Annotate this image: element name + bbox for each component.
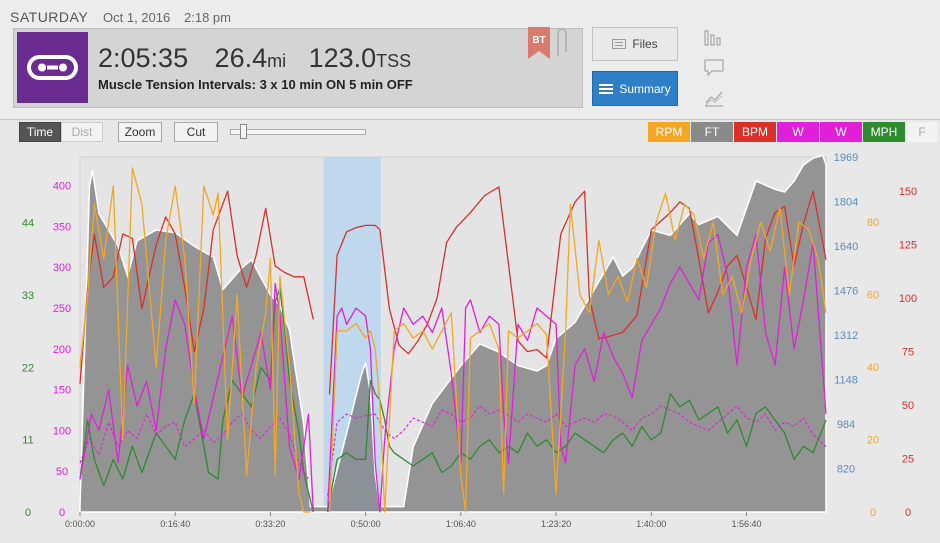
time-axis-button[interactable]: Time — [19, 122, 61, 142]
legend-chip-ft-1[interactable]: FT — [691, 122, 733, 142]
tss-unit: TSS — [376, 51, 412, 71]
distance-unit: mi — [267, 51, 287, 71]
y-tick-ft-5: 1640 — [834, 241, 858, 253]
y-tick-ft-0: 820 — [837, 464, 855, 476]
y-tick-mph-4: 44 — [22, 218, 34, 230]
x-tick-label-4: 1:06:40 — [446, 519, 476, 529]
cut-button[interactable]: Cut — [174, 122, 218, 142]
time-label: 2:18 pm — [184, 10, 231, 25]
date-label: Oct 1, 2016 — [103, 10, 171, 25]
header-divider — [0, 119, 940, 120]
y-tick-bpm-0: 0 — [905, 507, 911, 519]
chain-logo-icon — [17, 32, 88, 103]
series-rpm-line — [79, 167, 827, 513]
y-tick-ft-2: 1148 — [834, 375, 858, 387]
y-tick-mph-1: 11 — [22, 435, 33, 447]
zoom-button[interactable]: Zoom — [118, 122, 162, 142]
comment-icon[interactable] — [704, 58, 724, 78]
paperclip-icon[interactable] — [555, 26, 569, 60]
legend-chip-bpm-2[interactable]: BPM — [734, 122, 776, 142]
x-tick-label-3: 0:50:00 — [351, 519, 381, 529]
y-tick-bpm-4: 100 — [899, 293, 917, 305]
workout-title: Muscle Tension Intervals: 3 x 10 min ON … — [98, 77, 413, 92]
x-tick-label-2: 0:33:20 — [255, 519, 285, 529]
workout-header: SATURDAY Oct 1, 2016 2:18 pm 2:05:35 26.… — [0, 0, 940, 120]
y-tick-bpm-2: 50 — [902, 400, 914, 412]
duration-value: 2:05:35 — [98, 43, 189, 73]
bookmark-flag-icon[interactable]: BT — [528, 27, 550, 59]
series-ft-area — [79, 154, 827, 513]
summary-list-icon — [599, 83, 614, 94]
y-tick-bpm-6: 150 — [899, 186, 917, 198]
y-tick-mph-2: 22 — [22, 362, 34, 374]
files-icon — [612, 39, 627, 49]
workout-summary-box: 2:05:35 26.4mi 123.0TSS Muscle Tension I… — [13, 28, 583, 108]
y-tick-rpm-3: 60 — [867, 290, 879, 302]
series-watts-line — [79, 233, 827, 513]
x-tick-label-7: 1:56:40 — [731, 519, 761, 529]
y-tick-ft-6: 1804 — [834, 197, 858, 209]
y-tick-ft-7: 1969 — [834, 152, 858, 164]
tss-value: 123.0 — [308, 43, 377, 73]
legend-chip-mph-5[interactable]: MPH — [863, 122, 905, 142]
y-tick-mph-0: 0 — [25, 507, 31, 519]
workout-stats: 2:05:35 26.4mi 123.0TSS — [98, 43, 429, 74]
bar-chart-icon[interactable] — [704, 27, 724, 47]
legend-chip-rpm-0[interactable]: RPM — [648, 122, 690, 142]
files-button[interactable]: Files — [592, 27, 678, 61]
y-tick-watts-0: 0 — [59, 507, 65, 519]
y-tick-watts-7: 350 — [53, 221, 71, 233]
y-tick-watts-1: 50 — [56, 466, 68, 478]
x-tick-label-5: 1:23:20 — [541, 519, 571, 529]
y-tick-watts-3: 150 — [53, 385, 71, 397]
x-tick-label-1: 0:16:40 — [160, 519, 190, 529]
y-tick-watts-2: 100 — [53, 425, 71, 437]
y-tick-rpm-4: 80 — [867, 217, 879, 229]
y-tick-ft-4: 1476 — [834, 286, 858, 298]
bt-label: BT — [532, 35, 545, 46]
y-tick-watts-8: 400 — [53, 181, 71, 193]
y-tick-watts-5: 250 — [53, 303, 71, 315]
legend-chip-w-4[interactable]: W — [820, 122, 862, 142]
summary-label: Summary — [619, 81, 671, 96]
x-tick-label-6: 1:40:00 — [636, 519, 666, 529]
distance-axis-button[interactable]: Dist — [61, 122, 103, 142]
series-mph-line — [79, 287, 827, 513]
trend-chart-icon[interactable] — [704, 88, 724, 108]
smoothing-slider-track[interactable] — [230, 129, 366, 135]
series-watts2-line — [79, 405, 827, 496]
y-tick-watts-6: 300 — [53, 262, 71, 274]
distance-value: 26.4 — [214, 43, 268, 73]
x-tick-label-0: 0:00:00 — [65, 519, 95, 529]
y-tick-bpm-1: 25 — [902, 454, 914, 466]
smoothing-slider-thumb[interactable] — [240, 124, 248, 139]
y-tick-rpm-0: 0 — [870, 507, 876, 519]
y-tick-rpm-2: 40 — [867, 362, 879, 374]
y-tick-mph-3: 33 — [22, 290, 34, 302]
legend-chip-w-3[interactable]: W — [777, 122, 819, 142]
y-tick-rpm-1: 20 — [867, 435, 879, 447]
workout-chart[interactable]: 0112233440501001502002503003504008209841… — [0, 145, 940, 543]
series-bpm-line — [79, 186, 827, 395]
y-tick-watts-4: 200 — [53, 344, 71, 356]
files-label: Files — [632, 37, 658, 51]
legend-chip-f-6[interactable]: F — [906, 122, 938, 142]
summary-button[interactable]: Summary — [592, 71, 678, 106]
y-tick-ft-1: 984 — [837, 419, 855, 431]
y-tick-ft-3: 1312 — [834, 330, 858, 342]
y-tick-bpm-3: 75 — [902, 347, 914, 359]
day-label: SATURDAY — [10, 9, 89, 25]
y-tick-bpm-5: 125 — [899, 240, 917, 252]
